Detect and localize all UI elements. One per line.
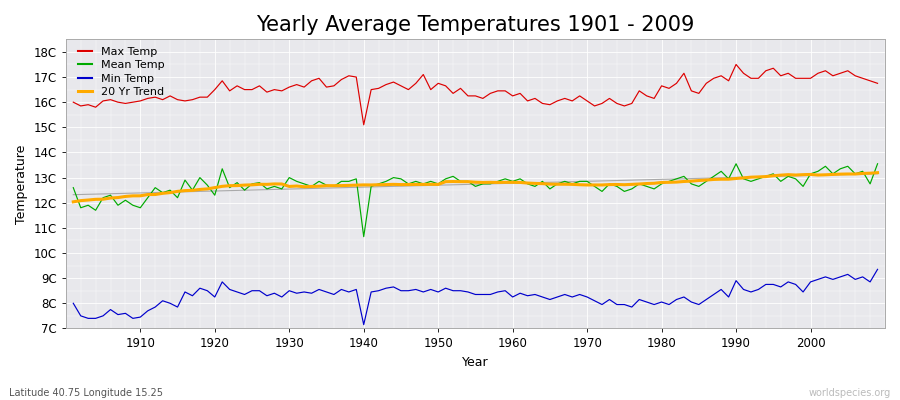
Legend: Max Temp, Mean Temp, Min Temp, 20 Yr Trend: Max Temp, Mean Temp, Min Temp, 20 Yr Tre… bbox=[74, 42, 169, 102]
Title: Yearly Average Temperatures 1901 - 2009: Yearly Average Temperatures 1901 - 2009 bbox=[256, 15, 695, 35]
X-axis label: Year: Year bbox=[462, 356, 489, 369]
Text: Latitude 40.75 Longitude 15.25: Latitude 40.75 Longitude 15.25 bbox=[9, 388, 163, 398]
Text: worldspecies.org: worldspecies.org bbox=[809, 388, 891, 398]
Y-axis label: Temperature: Temperature bbox=[15, 144, 28, 224]
